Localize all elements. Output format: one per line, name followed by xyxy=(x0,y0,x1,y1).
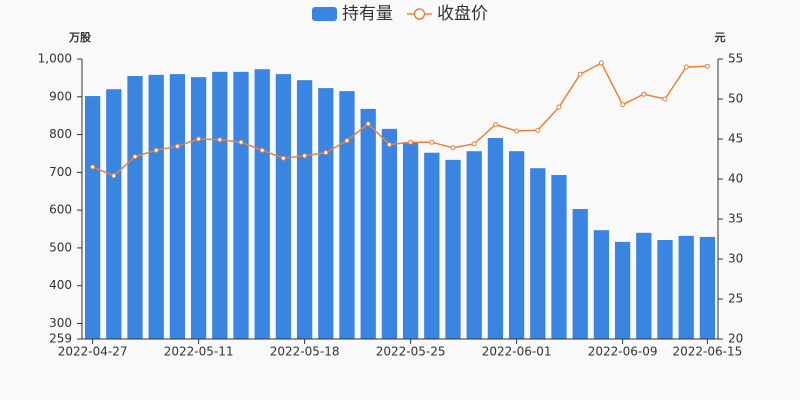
price-point xyxy=(408,139,414,145)
x-tick-label: 2022-06-09 xyxy=(588,345,658,359)
price-point xyxy=(302,153,308,159)
bar xyxy=(572,209,588,339)
bar xyxy=(657,239,673,339)
y-tick-label: 900 xyxy=(49,89,72,103)
y-tick-label: 500 xyxy=(49,240,72,254)
y-tick-label: 600 xyxy=(49,203,72,217)
price-point xyxy=(153,147,159,153)
price-point xyxy=(577,71,583,77)
price-point xyxy=(620,102,626,108)
legend-swatch xyxy=(413,8,426,20)
price-point xyxy=(662,96,668,102)
y2-axis-label: 元 xyxy=(715,31,726,44)
bar xyxy=(360,108,376,339)
bar xyxy=(233,71,249,339)
price-point xyxy=(217,137,223,143)
y2-tick-label: 30 xyxy=(728,252,743,266)
y-tick-label: 259 xyxy=(49,332,72,346)
y2-tick-label: 55 xyxy=(728,52,743,66)
bar xyxy=(636,232,652,339)
bar xyxy=(127,76,143,339)
legend-swatch xyxy=(312,7,337,21)
bar xyxy=(551,175,567,339)
price-point xyxy=(174,143,180,149)
price-point xyxy=(386,142,392,148)
price-point xyxy=(90,164,96,170)
bar xyxy=(254,69,270,340)
x-tick-label: 2022-05-18 xyxy=(270,345,340,359)
y2-tick-label: 25 xyxy=(728,292,743,306)
y2-tick-label: 45 xyxy=(728,132,743,146)
x-tick-label: 2022-06-01 xyxy=(482,345,552,359)
price-point xyxy=(132,154,138,160)
bar xyxy=(84,96,101,339)
y2-tick-label: 35 xyxy=(728,212,743,226)
price-point xyxy=(111,173,117,179)
y-tick-label: 400 xyxy=(49,278,72,292)
legend-label: 收盘价 xyxy=(437,4,488,24)
bar xyxy=(508,151,525,339)
bar xyxy=(212,71,228,339)
x-tick-label: 2022-05-25 xyxy=(376,345,446,359)
bar xyxy=(699,236,716,339)
bar xyxy=(190,77,207,340)
price-point xyxy=(365,121,371,127)
bar xyxy=(530,168,546,339)
bar xyxy=(169,74,186,339)
price-point xyxy=(514,128,520,134)
price-point xyxy=(492,122,498,128)
bar xyxy=(445,159,461,339)
price-point xyxy=(450,145,456,151)
price-point xyxy=(471,141,477,147)
price-line xyxy=(92,61,708,177)
y-axis-label: 万股 xyxy=(68,31,92,44)
bar xyxy=(275,74,292,339)
y-tick-label: 800 xyxy=(49,127,72,141)
bar xyxy=(593,230,610,339)
y2-tick-label: 20 xyxy=(728,332,743,346)
price-point xyxy=(429,139,435,145)
bar xyxy=(678,235,694,339)
x-tick-label: 2022-05-11 xyxy=(164,345,234,359)
bar xyxy=(381,128,398,339)
bar xyxy=(318,88,334,339)
bar xyxy=(424,152,440,339)
y2-tick-label: 50 xyxy=(728,92,743,106)
bar xyxy=(148,74,164,339)
bar xyxy=(106,89,122,339)
bar xyxy=(614,241,631,339)
bar xyxy=(466,151,482,339)
price-point xyxy=(535,127,541,133)
price-point xyxy=(704,63,710,69)
price-point xyxy=(344,138,350,144)
price-point xyxy=(323,150,329,156)
price-point xyxy=(196,136,202,142)
price-point xyxy=(238,139,244,145)
legend-label: 持有量 xyxy=(342,4,393,24)
bar xyxy=(487,137,504,339)
price-point xyxy=(556,104,562,110)
price-point xyxy=(641,91,647,97)
bar xyxy=(296,80,313,340)
price-point xyxy=(598,60,604,66)
price-point xyxy=(683,64,689,70)
y-tick-label: 700 xyxy=(49,165,72,179)
y-tick-label: 300 xyxy=(49,316,72,330)
bar xyxy=(339,91,355,339)
bar xyxy=(402,142,419,339)
y2-tick-label: 40 xyxy=(728,172,743,186)
y-tick-label: 1,000 xyxy=(38,52,72,66)
price-point xyxy=(280,155,286,161)
x-tick-label: 2022-06-15 xyxy=(673,345,743,359)
price-point xyxy=(259,147,265,153)
x-tick-label: 2022-04-27 xyxy=(58,345,128,359)
